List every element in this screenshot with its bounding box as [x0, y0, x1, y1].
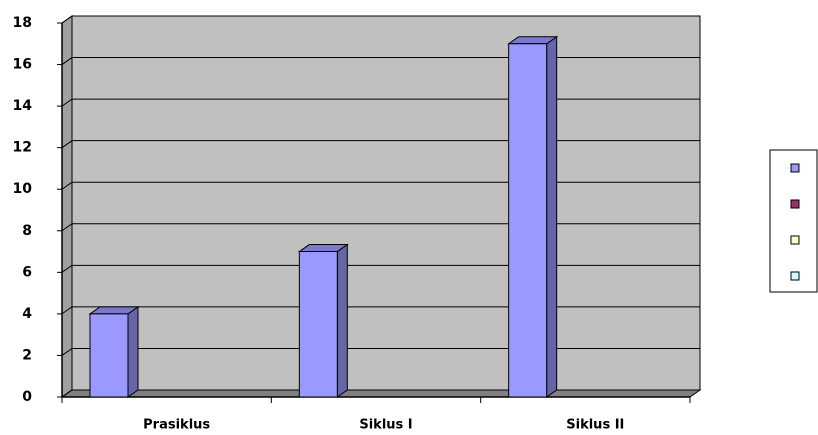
y-tick-label: 12 [13, 140, 32, 156]
grid-line [61, 181, 700, 190]
legend-box [769, 149, 818, 293]
bar-front [508, 43, 548, 398]
back-wall [71, 15, 701, 391]
grid-line [61, 15, 700, 24]
grid-line [61, 57, 700, 65]
y-tick-label: 6 [22, 264, 32, 280]
legend-swatch [790, 271, 800, 281]
bar-front [298, 251, 338, 398]
bar-side [546, 35, 558, 398]
bar-side [336, 243, 348, 398]
x-tick-label: Siklus II [566, 418, 624, 433]
side-wall [61, 15, 73, 398]
y-tick-label: 14 [13, 98, 33, 114]
y-tick-label: 2 [22, 347, 32, 363]
grid-line [61, 140, 700, 149]
legend-swatch [790, 163, 800, 173]
y-tick-label: 8 [22, 223, 32, 239]
bar-side [127, 305, 139, 398]
grid-line [61, 264, 700, 273]
x-tick-label: Prasiklus [143, 418, 210, 433]
grid-line [61, 223, 700, 232]
grid-line [61, 347, 700, 356]
bar [507, 35, 559, 398]
legend-swatch [790, 235, 800, 245]
bar [297, 243, 349, 398]
grid-line [61, 306, 700, 315]
bar [88, 305, 140, 398]
y-tick-label: 4 [22, 306, 32, 322]
y-tick-label: 16 [13, 57, 32, 73]
bar-front [89, 313, 129, 398]
y-tick-label: 18 [13, 15, 32, 31]
y-tick-label: 0 [22, 389, 32, 405]
y-tick-label: 10 [13, 181, 33, 197]
legend-swatch [790, 199, 800, 209]
x-tick-label: Siklus I [359, 418, 412, 433]
floor [60, 389, 702, 398]
grid-line [61, 98, 700, 107]
grid-line [61, 389, 700, 398]
